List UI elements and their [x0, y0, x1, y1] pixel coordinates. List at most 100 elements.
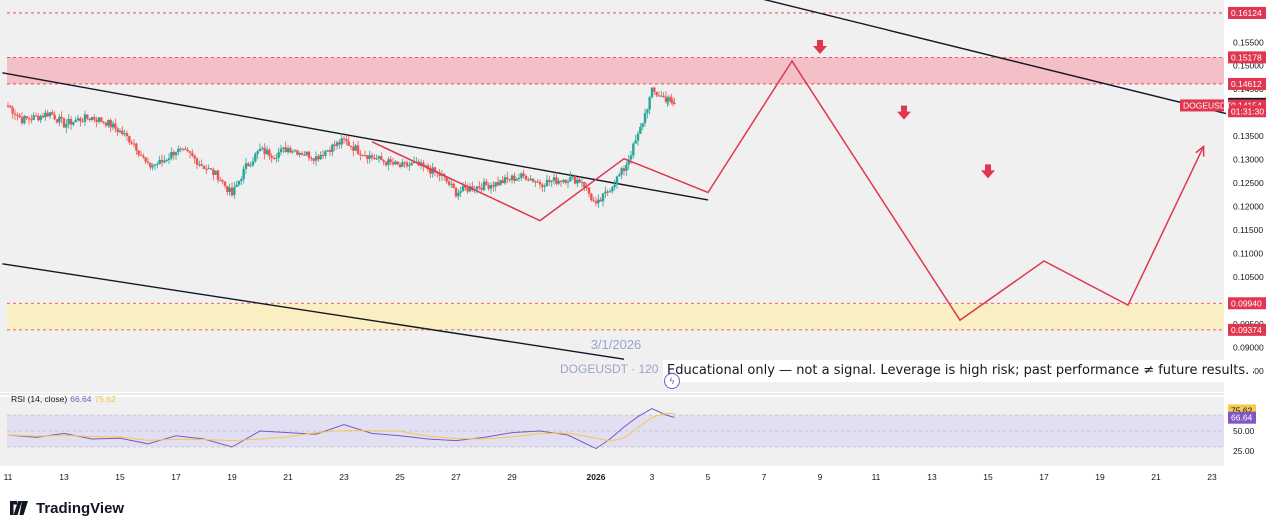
candle-body	[620, 168, 623, 175]
candle-body	[51, 112, 54, 115]
candle-body	[429, 169, 432, 174]
chart[interactable]: 0.155000.150000.145000.140000.135000.130…	[0, 0, 1280, 490]
symbol-tag-bg	[1180, 99, 1224, 112]
candle-body	[356, 145, 360, 154]
lightning-icon[interactable]: ϟ	[664, 373, 680, 389]
candle-body	[244, 163, 248, 169]
chart-canvas[interactable]: 0.155000.150000.145000.140000.135000.130…	[0, 0, 1280, 490]
candle-body	[146, 161, 150, 163]
candle-body	[517, 177, 521, 179]
candle-body	[580, 182, 584, 184]
candle-body	[18, 115, 21, 118]
rsi-tick-label: 50.00	[1233, 426, 1255, 436]
candle-body	[132, 143, 136, 145]
candle-body	[307, 151, 311, 158]
x-tick-label: 21	[1151, 472, 1161, 482]
candle-body	[338, 142, 341, 145]
candle-body	[324, 151, 327, 156]
candle-body	[632, 143, 635, 156]
candle-body	[270, 156, 273, 159]
rsi-legend[interactable]: RSI (14, close) 66.64 75.62	[11, 394, 116, 404]
projection-arrowhead	[1195, 144, 1205, 157]
candle-body	[221, 180, 224, 182]
candle-body	[261, 147, 264, 149]
x-tick-label: 7	[762, 472, 767, 482]
candle-body	[13, 113, 17, 115]
candle-body	[363, 155, 367, 157]
candle-body	[181, 148, 185, 150]
candle-body	[634, 140, 637, 144]
x-tick-label: 5	[706, 472, 711, 482]
candle-body	[109, 120, 112, 128]
candle-body	[191, 152, 194, 156]
candle-body	[655, 91, 658, 96]
candle-body	[550, 180, 553, 182]
candle-body	[321, 154, 325, 156]
candle-body	[643, 113, 647, 124]
candle-body	[326, 150, 329, 152]
candle-body	[76, 118, 80, 121]
price-tick-label: 0.09000	[1233, 342, 1264, 352]
candle-body	[461, 185, 465, 192]
candle-body	[284, 147, 287, 153]
candle-body	[11, 107, 14, 114]
candle-body	[555, 177, 558, 184]
candle-body	[636, 133, 640, 141]
candle-body	[74, 120, 77, 122]
candle-body	[263, 147, 266, 155]
candle-body	[492, 185, 495, 187]
candle-body	[475, 186, 479, 190]
x-tick-label: 21	[283, 472, 293, 482]
candle-body	[272, 158, 276, 160]
sell-arrow-icon	[897, 105, 911, 120]
candle-body	[552, 177, 556, 181]
candle-body	[494, 182, 497, 187]
x-tick-label: 17	[171, 472, 181, 482]
candle-body	[188, 151, 192, 153]
candle-body	[86, 114, 89, 119]
candle-body	[298, 153, 301, 155]
candle-body	[389, 159, 392, 163]
candle-body	[625, 164, 628, 171]
candle-body	[114, 123, 117, 129]
candle-body	[597, 199, 600, 204]
candle-body	[156, 164, 159, 166]
rsi-line	[7, 408, 675, 450]
footer-branding: TradingView	[8, 496, 124, 520]
candle-body	[396, 161, 399, 165]
candle-body	[300, 153, 304, 155]
candle-body	[450, 183, 453, 185]
candle-body	[116, 128, 119, 133]
watermark-date: 3/1/2026	[590, 337, 642, 352]
candle-body	[249, 165, 252, 167]
candle-body	[359, 153, 362, 156]
candle-body	[401, 162, 404, 168]
candle-body	[618, 174, 621, 177]
candle-body	[562, 180, 565, 182]
x-tick-label: 13	[59, 472, 69, 482]
candle-body	[613, 184, 616, 188]
candle-body	[158, 159, 161, 165]
x-tick-label: 13	[927, 472, 937, 482]
x-tick-label: 25	[395, 472, 405, 482]
candle-body	[163, 160, 166, 163]
level-tag-bg	[1228, 51, 1266, 64]
candle-body	[538, 181, 542, 185]
candle-body	[303, 154, 306, 156]
price-tick-label: 0.13000	[1233, 155, 1264, 165]
candle-body	[167, 158, 171, 161]
candle-body	[671, 102, 675, 104]
candle-body	[660, 95, 663, 97]
candle-body	[34, 115, 38, 117]
candle-body	[207, 168, 210, 170]
candle-body	[67, 118, 70, 125]
candle-body	[79, 118, 82, 122]
candle-body	[123, 133, 126, 135]
candle-body	[135, 143, 138, 151]
channel-line-0	[2, 72, 709, 201]
candle-body	[256, 151, 259, 154]
x-tick-label: 27	[451, 472, 461, 482]
candle-body	[305, 151, 308, 156]
zone-1	[7, 303, 1224, 330]
candle-body	[289, 147, 292, 153]
